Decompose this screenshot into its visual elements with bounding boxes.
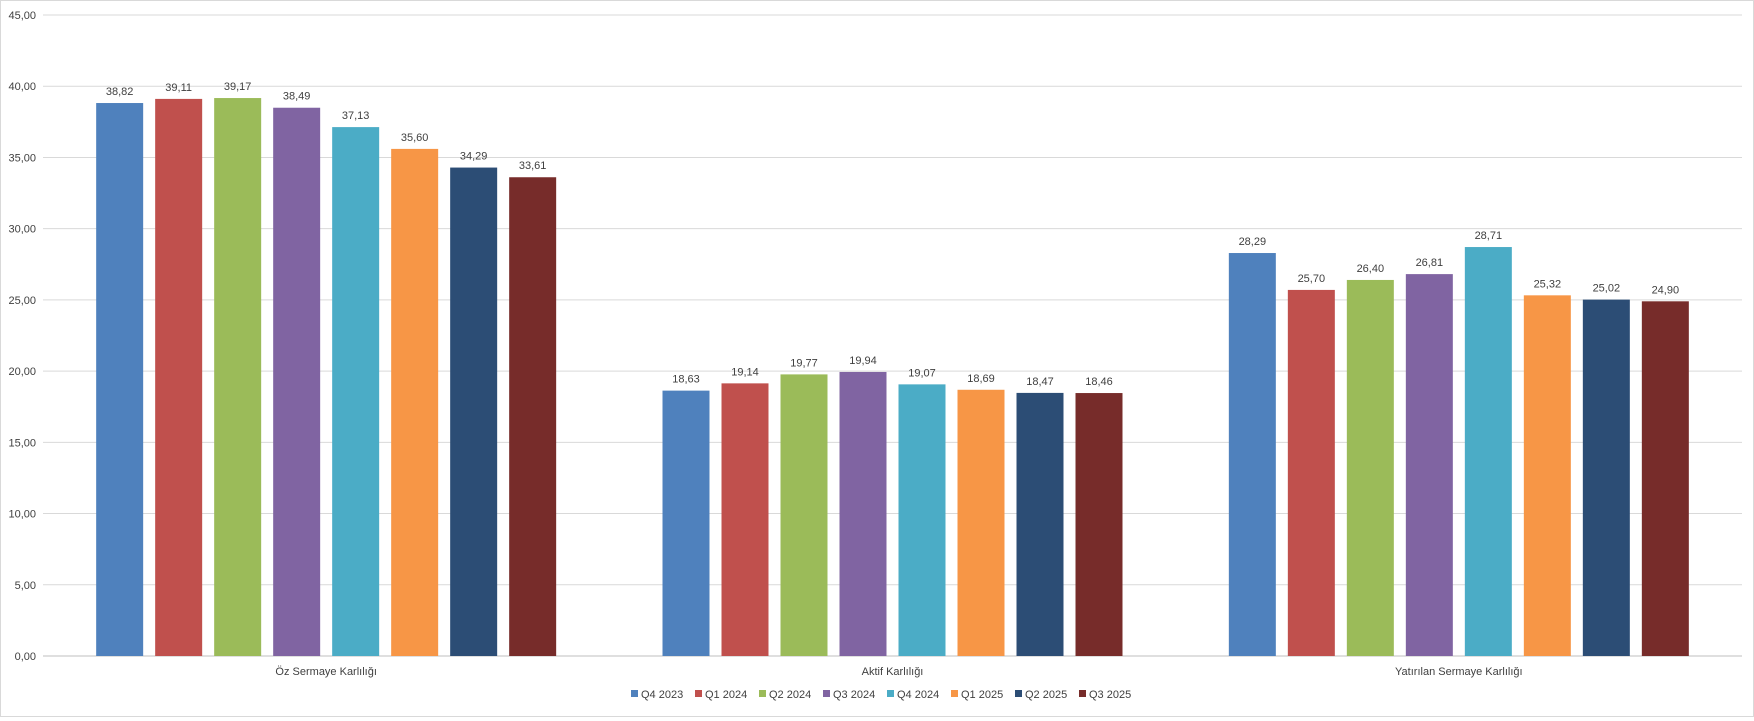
data-label: 33,61 <box>519 160 547 172</box>
data-label: 26,40 <box>1357 263 1385 275</box>
y-tick-label: 35,00 <box>8 152 36 164</box>
bar <box>391 148 439 657</box>
data-label: 25,02 <box>1593 283 1621 295</box>
data-label: 35,60 <box>401 132 429 144</box>
bar <box>509 177 557 657</box>
legend-label: Q1 2024 <box>705 689 747 701</box>
bar <box>96 103 144 657</box>
data-label: 28,29 <box>1239 236 1267 248</box>
y-tick-label: 25,00 <box>8 295 36 307</box>
y-tick-label: 20,00 <box>8 366 36 378</box>
legend-swatch <box>631 690 638 697</box>
y-tick-label: 30,00 <box>8 224 36 236</box>
legend-label: Q4 2024 <box>897 689 939 701</box>
data-label: 25,70 <box>1298 273 1326 285</box>
data-label: 39,11 <box>165 82 192 94</box>
data-label: 38,82 <box>106 86 134 98</box>
data-label: 39,17 <box>224 81 252 93</box>
x-axis-categories: Öz Sermaye Karlılığı Aktif Karlılığı Yatır… <box>275 666 1522 678</box>
legend-label: Q2 2024 <box>769 689 811 701</box>
category-label: Aktif Karlılığı <box>862 666 924 678</box>
bar <box>1075 393 1123 656</box>
category-label: Öz Sermaye Karlılığı <box>275 666 376 678</box>
data-label: 34,29 <box>460 151 488 163</box>
bar <box>332 127 380 657</box>
bars <box>96 98 1689 657</box>
bar <box>273 107 321 657</box>
bar <box>450 167 498 657</box>
bar <box>1582 299 1630 656</box>
bar <box>721 383 769 656</box>
bar <box>662 390 710 656</box>
data-label: 24,90 <box>1652 284 1680 296</box>
y-tick-label: 15,00 <box>8 437 36 449</box>
bar <box>1405 274 1453 656</box>
bar <box>839 371 887 656</box>
bar <box>1641 301 1689 656</box>
bar <box>1287 289 1335 656</box>
legend-label: Q3 2024 <box>833 689 875 701</box>
data-labels: 38,82 39,11 39,17 38,49 37,13 35,60 34,29 33,61… <box>106 81 1679 388</box>
y-tick-label: 45,00 <box>8 10 36 22</box>
bar <box>1346 279 1394 656</box>
bar <box>214 98 262 657</box>
bar <box>898 384 946 656</box>
data-label: 18,63 <box>672 374 700 386</box>
category-label: Yatırılan Sermaye Karlılığı <box>1395 666 1523 678</box>
bar <box>1523 295 1571 656</box>
legend-swatch <box>695 690 702 697</box>
data-label: 18,47 <box>1026 376 1054 388</box>
legend-label: Q3 2025 <box>1089 689 1131 701</box>
y-tick-label: 0,00 <box>15 651 36 663</box>
legend-label: Q2 2025 <box>1025 689 1067 701</box>
legend: Q4 2023 Q1 2024 Q2 2024 Q3 2024 Q4 2024 Q1 20… <box>631 689 1131 701</box>
data-label: 19,94 <box>849 355 877 367</box>
legend-label: Q1 2025 <box>961 689 1003 701</box>
bar <box>780 374 828 656</box>
data-label: 26,81 <box>1416 257 1444 269</box>
data-label: 18,69 <box>967 373 995 385</box>
data-label: 38,49 <box>283 91 311 103</box>
bar <box>1016 392 1064 656</box>
data-label: 18,46 <box>1085 376 1113 388</box>
y-tick-label: 10,00 <box>8 509 36 521</box>
legend-swatch <box>1015 690 1022 697</box>
data-label: 19,07 <box>908 367 936 379</box>
data-label: 19,14 <box>731 366 759 378</box>
data-label: 19,77 <box>790 357 818 369</box>
y-tick-label: 5,00 <box>15 580 36 592</box>
y-tick-label: 40,00 <box>8 81 36 93</box>
data-label: 28,71 <box>1475 230 1503 242</box>
legend-swatch <box>759 690 766 697</box>
legend-swatch <box>823 690 830 697</box>
legend-swatch <box>951 690 958 697</box>
bar <box>155 98 203 656</box>
legend-swatch <box>887 690 894 697</box>
bar <box>1228 253 1276 657</box>
data-label: 37,13 <box>342 110 370 122</box>
y-axis-ticks: 0,00 5,00 10,00 15,00 20,00 25,00 30,00 35,00 40… <box>8 10 36 663</box>
bar <box>957 389 1005 656</box>
legend-label: Q4 2023 <box>641 689 683 701</box>
gridlines <box>43 14 1742 657</box>
data-label: 25,32 <box>1534 278 1562 290</box>
bar <box>1464 247 1512 657</box>
legend-swatch <box>1079 690 1086 697</box>
